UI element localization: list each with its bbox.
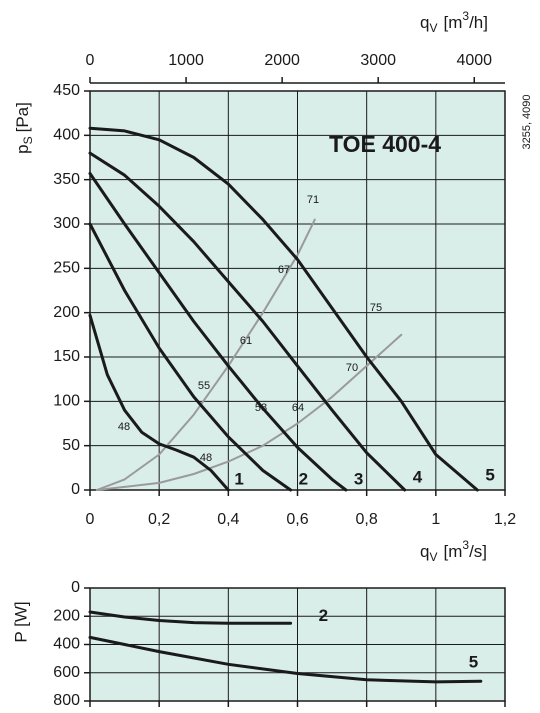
symbol: p <box>13 144 32 153</box>
efficiency-label: 48 <box>118 421 130 433</box>
efficiency-label: 70 <box>346 362 358 374</box>
curve-label: 5 <box>469 653 478 672</box>
y-tick-label: 800 <box>53 692 80 709</box>
curve-label: 3 <box>354 469 363 488</box>
y-tick-label: 350 <box>53 171 80 188</box>
y-tick-label: 400 <box>53 636 80 653</box>
x2-tick-label: 4000 <box>456 52 492 69</box>
y-tick-label: 400 <box>53 127 80 144</box>
x-tick-label: 0,6 <box>286 511 308 528</box>
y-tick-label: 0 <box>71 579 80 596</box>
y-axis-label: P [W] <box>11 601 30 642</box>
unit: [m <box>443 13 462 32</box>
y-tick-label: 300 <box>53 215 80 232</box>
x-axis-label: qV [m3/s] <box>420 538 487 564</box>
efficiency-line <box>95 333 403 491</box>
unit: [m <box>443 542 462 561</box>
curve-label: 1 <box>234 469 243 488</box>
x-tick-label: 0,4 <box>217 511 239 528</box>
subscript: V <box>429 550 437 564</box>
unit: [Pa] <box>13 102 32 132</box>
y-axis-label: pS [Pa] <box>13 102 35 154</box>
y-tick-label: 250 <box>53 260 80 277</box>
x2-tick-label: 2000 <box>264 52 300 69</box>
x-tick-label: 1 <box>431 511 440 528</box>
unit: /s] <box>469 542 487 561</box>
efficiency-line <box>95 218 316 491</box>
curve-label: 2 <box>319 606 328 625</box>
plot-frame <box>89 587 506 702</box>
y-tick-label: 0 <box>71 481 80 498</box>
x2-axis-label: qV [m3/h] <box>420 9 488 35</box>
y-tick-label: 200 <box>53 304 80 321</box>
y-tick-label: 200 <box>53 607 80 624</box>
fan-curve <box>88 126 479 492</box>
subscript: S <box>21 136 35 144</box>
efficiency-label: 67 <box>278 264 290 276</box>
efficiency-label: 48 <box>200 452 212 464</box>
superscript: 3 <box>462 538 469 552</box>
y-tick-label: 450 <box>53 82 80 99</box>
subscript: V <box>429 21 437 35</box>
unit: /h] <box>469 13 488 32</box>
fan-curve <box>88 222 293 492</box>
x2-tick-label: 3000 <box>360 52 396 69</box>
code: 3255, 4090 <box>521 94 533 149</box>
y-tick-label: 100 <box>53 393 80 410</box>
curve-label: 4 <box>413 467 423 486</box>
efficiency-label: 75 <box>370 302 382 314</box>
curve-label: 2 <box>299 469 308 488</box>
x-tick-label: 0,2 <box>148 511 170 528</box>
fan-curve <box>88 635 483 684</box>
plot-frame <box>89 90 506 491</box>
efficiency-label: 71 <box>307 194 319 206</box>
x-tick-label: 0 <box>86 511 95 528</box>
curve-label: 5 <box>485 465 494 484</box>
x-tick-label: 1,2 <box>494 511 516 528</box>
symbol: q <box>420 13 429 32</box>
symbol: q <box>420 542 429 561</box>
x2-tick-label: 0 <box>86 52 95 69</box>
efficiency-label: 64 <box>292 402 304 414</box>
x-tick-label: 0,8 <box>356 511 378 528</box>
superscript: 3 <box>462 9 469 23</box>
fan-curve <box>88 313 230 492</box>
fan-curve <box>88 610 293 625</box>
y-tick-label: 150 <box>53 348 80 365</box>
x2-tick-label: 1000 <box>168 52 204 69</box>
y-tick-label: 600 <box>53 664 80 681</box>
efficiency-label: 55 <box>198 380 210 392</box>
y-tick-label: 50 <box>62 437 80 454</box>
fan-curve <box>88 151 407 492</box>
efficiency-label: 61 <box>240 335 252 347</box>
fan-curve <box>88 172 348 492</box>
